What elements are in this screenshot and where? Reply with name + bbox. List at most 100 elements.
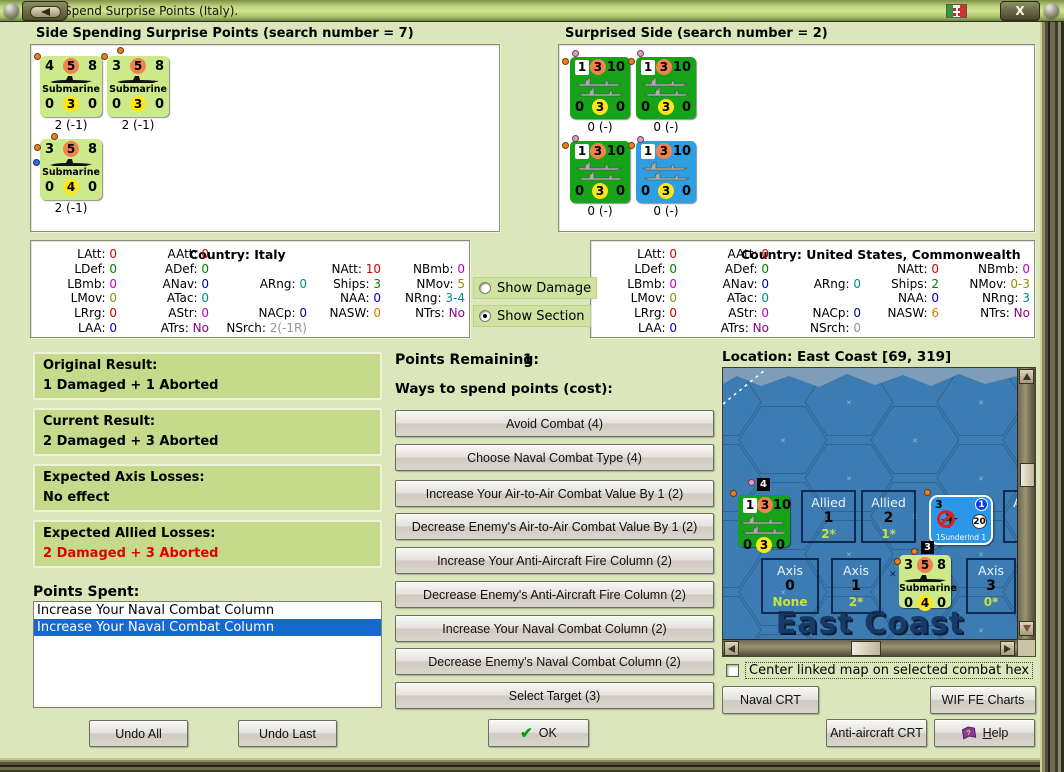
stat-atrs: ATrs: No — [720, 321, 769, 335]
stack-count: 1 — [851, 578, 861, 594]
anti-aircraft-crt-button[interactable]: Anti-aircraft CRT — [826, 719, 927, 747]
svg-text:✕: ✕ — [846, 627, 852, 635]
ship-silhouette-icon — [570, 76, 630, 98]
scroll-right-button[interactable] — [1000, 641, 1015, 656]
submarine-counter[interactable]: 3 5 8 Submarine 0 4 0 — [40, 139, 102, 200]
stat-laa: LAA: 0 — [638, 321, 677, 335]
stack-side-label: Axis — [843, 563, 869, 578]
stat-latt: LAtt: 0 — [637, 247, 677, 261]
stat-atrs: ATrs: No — [160, 321, 209, 335]
increase-your-anti-aircraft-fire-column-2-button[interactable]: Increase Your Anti-Aircraft Fire Column … — [395, 547, 714, 574]
result-title: Expected Allied Losses: — [43, 526, 216, 541]
stat-laa: LAA: 0 — [78, 321, 117, 335]
map-vertical-scrollbar[interactable] — [1017, 368, 1036, 639]
stat-lbmb: LBmb: 0 — [67, 276, 117, 291]
wif-fe-charts-button[interactable]: WIF FE Charts — [930, 686, 1036, 714]
surprised-stats-panel: Country: United States, Commonwealth LAtt… — [590, 240, 1035, 338]
stat-arng: ARng: 0 — [813, 276, 861, 291]
marker-dot — [101, 53, 108, 60]
points-spent-list[interactable]: Increase Your Naval Combat Column Increas… — [33, 601, 382, 708]
stat-anav: ANav: 0 — [162, 276, 209, 291]
ship-silhouette-icon — [738, 514, 790, 536]
decrease-enemy-s-naval-combat-column-2-button[interactable]: Decrease Enemy's Naval Combat Column (2) — [395, 648, 714, 675]
marker-dot — [34, 53, 41, 60]
stat-nsrch: NSrch: 0 — [810, 321, 861, 335]
stack-summary-box[interactable]: Allied 1 2* — [801, 490, 856, 543]
close-button[interactable]: X — [1000, 1, 1040, 21]
system-menu-button[interactable] — [30, 6, 61, 18]
result-title: Expected Axis Losses: — [43, 470, 205, 485]
svg-text:?: ? — [966, 730, 971, 738]
stack-summary-box[interactable]: Axis 0 None — [761, 558, 819, 614]
stack-count: 0 — [785, 578, 795, 594]
help-button[interactable]: ? Help — [934, 719, 1035, 747]
checkbox-label: Center linked map on selected combat hex — [745, 662, 1034, 679]
increase-your-naval-combat-column-2-button[interactable]: Increase Your Naval Combat Column (2) — [395, 615, 714, 642]
radio-show-damage[interactable]: Show Damage — [473, 277, 598, 299]
convoy-counter[interactable]: 1 3 10 0 3 0 — [738, 495, 791, 553]
convoy-counter[interactable]: 1 3 10 0 3 0 — [636, 141, 696, 203]
titlebar: Spend Surprise Points (Italy). X — [0, 0, 1064, 22]
map-viewport: ✕✕✕✕✕✕✕✕✕✕✕✕✕✕✕✕✕✕✕✕✕✕✕✕✕✕✕✕✕✕ East Coas… — [722, 367, 1036, 657]
ok-button[interactable]: ✔ OK — [488, 719, 589, 747]
naval-crt-button[interactable]: Naval CRT — [722, 686, 819, 714]
stat-natt: NAtt: 10 — [331, 261, 381, 276]
italian-flag-icon — [946, 4, 967, 18]
screw-ornament-icon — [4, 3, 19, 18]
counter-caption: 0 (-) — [653, 120, 679, 134]
window-bottom-border — [0, 758, 1040, 772]
submarine-counter[interactable]: 3 5 8 Submarine 0 3 0 — [107, 56, 169, 117]
decrease-enemy-s-air-to-air-combat-value-by-1-2-button[interactable]: Decrease Enemy's Air-to-Air Combat Value… — [395, 513, 714, 540]
radio-show-section[interactable]: Show Section — [473, 305, 591, 327]
country-label: Country: Italy — [189, 247, 286, 262]
stack-side-label: Axis — [777, 563, 803, 578]
stack-summary-box[interactable]: Allied 2 1* — [861, 490, 916, 543]
convoy-counter[interactable]: 1 3 10 0 3 0 — [570, 141, 630, 203]
points-spent-item[interactable]: Increase Your Naval Combat Column — [34, 619, 381, 636]
submarine-silhouette-icon — [899, 574, 951, 583]
marker-dot — [51, 133, 58, 140]
vertical-scroll-thumb[interactable] — [1020, 463, 1035, 487]
horizontal-scroll-thumb[interactable] — [851, 641, 881, 656]
scroll-left-button[interactable] — [724, 641, 739, 656]
convoy-counter[interactable]: 1 3 10 0 3 0 — [636, 57, 696, 119]
svg-text:✕: ✕ — [846, 475, 852, 483]
submarine-counter[interactable]: 3 5 8 Submarine 0 4 0 — [899, 555, 957, 611]
decrease-enemy-s-anti-aircraft-fire-column-2-button[interactable]: Decrease Enemy's Anti-Aircraft Fire Colu… — [395, 581, 714, 608]
marker-dot — [637, 50, 644, 57]
stat-nasw: NASW: 0 — [329, 306, 381, 321]
scrollbar-corner — [1017, 639, 1036, 657]
submarine-silhouette-icon — [40, 158, 102, 167]
air-number-circle: 20 — [972, 514, 987, 529]
choose-naval-combat-type-4-button[interactable]: Choose Naval Combat Type (4) — [395, 444, 714, 471]
convoy-counter[interactable]: 1 3 10 0 3 0 — [570, 57, 630, 119]
scroll-down-button[interactable] — [1019, 621, 1034, 636]
country-label: Country: United States, Commonwealth — [741, 247, 1021, 262]
result-panel-0: Original Result: 1 Damaged + 1 Aborted — [33, 352, 382, 400]
increase-your-air-to-air-combat-value-by-1-2-button[interactable]: Increase Your Air-to-Air Combat Value By… — [395, 480, 714, 507]
points-spent-item[interactable]: Increase Your Naval Combat Column — [37, 603, 275, 618]
counter-caption: 2 (-1) — [121, 118, 155, 132]
stat-lmov: LMov: 0 — [70, 291, 117, 306]
anchor-mark-icon: ✕ — [889, 570, 897, 580]
undo-last-button[interactable]: Undo Last — [238, 720, 337, 747]
stat-nasw: NASW: 6 — [887, 306, 939, 321]
stat-arng: ARng: 0 — [259, 276, 307, 291]
result-title: Original Result: — [43, 358, 158, 373]
aircraft-counter[interactable]: 3 ✈ 1 20 1Sunderlnd 1 — [929, 495, 993, 545]
center-map-checkbox[interactable]: Center linked map on selected combat hex — [726, 662, 1034, 679]
undo-all-button[interactable]: Undo All — [89, 720, 188, 747]
submarine-silhouette-icon — [40, 75, 102, 84]
map-sea-area[interactable]: ✕✕✕✕✕✕✕✕✕✕✕✕✕✕✕✕✕✕✕✕✕✕✕✕✕✕✕✕✕✕ East Coas… — [723, 368, 1017, 639]
submarine-counter[interactable]: 4 5 8 Submarine 0 3 0 — [40, 56, 102, 117]
stack-summary-box[interactable]: Axis 1 2* — [831, 558, 881, 614]
map-horizontal-scrollbar[interactable] — [723, 639, 1017, 657]
select-target-3-button[interactable]: Select Target (3) — [395, 682, 714, 709]
stack-summary-box[interactable]: Axis 3 0* — [966, 558, 1016, 614]
stat-astr: AStr: 0 — [168, 306, 209, 321]
scroll-up-button[interactable] — [1019, 369, 1034, 384]
ways-to-spend-label: Ways to spend points (cost): — [395, 381, 613, 397]
marker-dot — [34, 144, 41, 151]
stack-summary-box[interactable]: Allied — [1003, 490, 1017, 543]
avoid-combat-4-button[interactable]: Avoid Combat (4) — [395, 410, 714, 437]
